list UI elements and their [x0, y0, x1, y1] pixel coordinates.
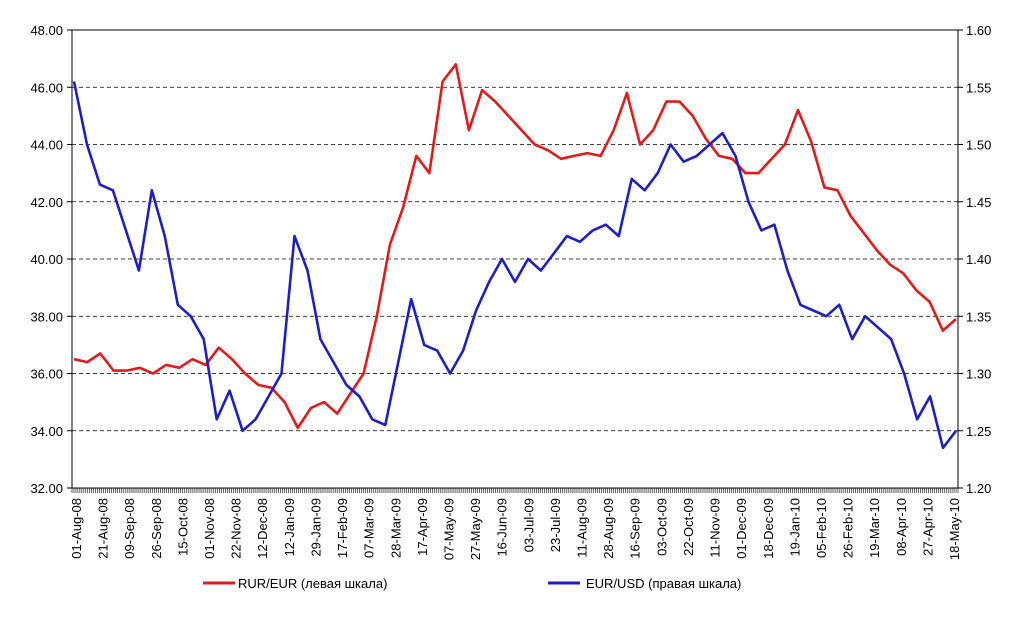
x-tick-label: 26-Feb-10	[841, 498, 856, 558]
x-tick-label: 05-Feb-10	[814, 498, 829, 558]
series-lines	[72, 63, 958, 450]
x-tick-label: 11-Aug-09	[575, 498, 590, 558]
x-tick-label: 11-Nov-09	[708, 498, 723, 558]
x-tick-label: 28-Mar-09	[388, 498, 403, 558]
x-tick-label: 16-Sep-09	[628, 498, 643, 559]
left-tick-label: 42.00	[30, 195, 63, 210]
x-tick-label: 17-Apr-09	[415, 498, 430, 556]
legend-label-eur-usd: EUR/USD (правая шкала)	[586, 576, 741, 591]
right-tick-label: 1.50	[966, 138, 991, 153]
right-tick-label: 1.40	[966, 252, 991, 267]
left-tick-label: 46.00	[30, 80, 63, 95]
x-tick-label: 18-Dec-09	[761, 498, 776, 559]
series-line-eur-usd	[72, 81, 958, 450]
x-tick-label: 27-Apr-10	[920, 498, 935, 556]
right-tick-label: 1.25	[966, 424, 991, 439]
left-tick-label: 40.00	[30, 252, 63, 267]
right-tick-label: 1.20	[966, 481, 991, 496]
right-tick-label: 1.45	[966, 195, 991, 210]
left-tick-label: 34.00	[30, 424, 63, 439]
legend: RUR/EUR (левая шкала) EUR/USD (правая шк…	[203, 576, 741, 591]
legend-label-rur-eur: RUR/EUR (левая шкала)	[238, 576, 387, 591]
x-tick-label: 19-Mar-10	[867, 498, 882, 558]
x-tick-label: 12-Dec-08	[255, 498, 270, 559]
x-axis-ticks	[71, 488, 959, 493]
x-tick-label: 22-Nov-08	[229, 498, 244, 559]
right-tick-label: 1.55	[966, 80, 991, 95]
x-tick-label: 28-Aug-09	[601, 498, 616, 559]
left-tick-label: 44.00	[30, 138, 63, 153]
x-tick-label: 03-Oct-09	[654, 498, 669, 556]
x-tick-label: 03-Jul-09	[521, 498, 536, 552]
plot-area-border	[71, 29, 959, 489]
x-axis-labels: 01-Aug-08 21-Aug-08 09-Sep-08 26-Sep-08 15-O…	[69, 498, 962, 560]
series-line-rur-eur	[73, 63, 957, 430]
x-tick-label: 17-Feb-09	[335, 498, 350, 558]
x-tick-label: 01-Nov-08	[202, 498, 217, 559]
left-tick-label: 36.00	[30, 367, 63, 382]
x-tick-label: 18-May-10	[947, 498, 962, 560]
right-tick-label: 1.30	[966, 367, 991, 382]
left-tick-label: 38.00	[30, 309, 63, 324]
right-tick-label: 1.35	[966, 309, 991, 324]
x-tick-label: 08-Apr-10	[894, 498, 909, 556]
x-tick-label: 23-Jul-09	[548, 498, 563, 552]
x-tick-label: 27-May-09	[468, 498, 483, 560]
left-tick-label: 48.00	[30, 23, 63, 38]
x-tick-label: 07-Mar-09	[362, 498, 377, 558]
right-axis-ticks: 1.20 1.25 1.30 1.35 1.40 1.45 1.50 1.55 1.60	[958, 23, 991, 496]
x-tick-label: 12-Jan-09	[282, 498, 297, 557]
horizontal-grid-lines	[72, 86, 958, 432]
x-tick-label: 26-Sep-08	[149, 498, 164, 559]
x-tick-label: 16-Jun-09	[495, 498, 510, 557]
x-tick-label: 01-Dec-09	[734, 498, 749, 559]
x-tick-label: 19-Jan-10	[787, 498, 802, 557]
x-axis-dense-ticks	[71, 488, 959, 493]
x-tick-label: 07-May-09	[442, 498, 457, 560]
x-tick-label: 21-Aug-08	[96, 498, 111, 559]
x-tick-label: 29-Jan-09	[309, 498, 324, 557]
right-tick-label: 1.60	[966, 23, 991, 38]
left-tick-label: 32.00	[30, 481, 63, 496]
x-tick-label: 15-Oct-08	[175, 498, 190, 556]
x-tick-label: 09-Sep-08	[122, 498, 137, 559]
x-tick-label: 01-Aug-08	[69, 498, 84, 559]
left-axis-ticks: 32.00 34.00 36.00 38.00 40.00 42.00 44.00 46.00…	[30, 23, 72, 496]
x-tick-label: 22-Oct-09	[681, 498, 696, 556]
